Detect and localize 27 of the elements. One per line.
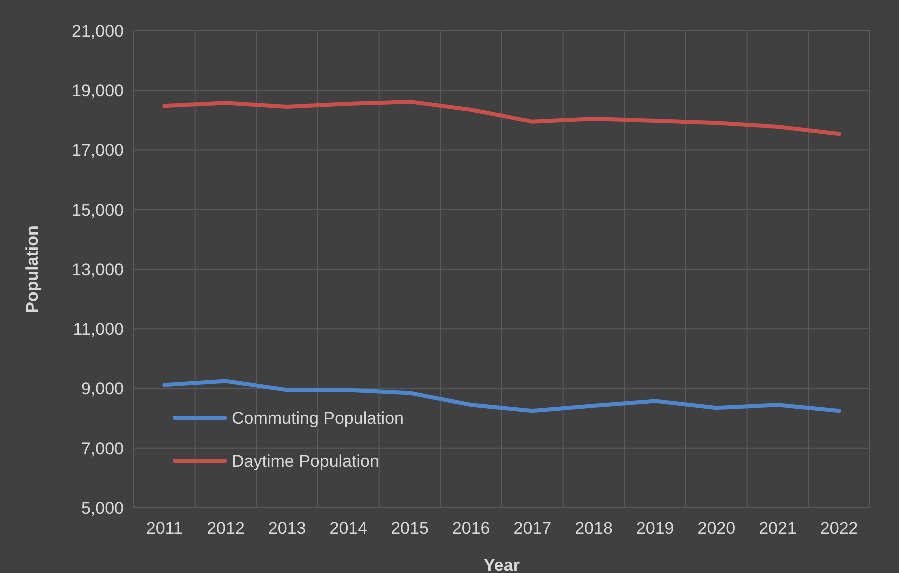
line-series [162,379,842,414]
y-tick-label: 9,000 [81,380,124,399]
y-tick-label: 19,000 [72,82,124,101]
x-tick-label: 2012 [207,519,245,538]
x-tick-label: 2015 [391,519,429,538]
y-tick-label: 21,000 [72,22,124,41]
x-tick-label: 2022 [820,519,858,538]
x-tick-label: 2014 [330,519,368,538]
line-series [162,100,842,136]
x-tick-label: 2016 [452,519,490,538]
x-tick-label: 2013 [268,519,306,538]
y-tick-label: 15,000 [72,200,124,220]
x-tick-label: 2011 [146,519,183,538]
x-tick-label: 2020 [698,519,736,538]
y-tick-label: 7,000 [81,439,124,458]
y-tick-label: 17,000 [72,141,124,160]
x-tick-label: 2021 [759,519,797,538]
y-tick-label: 5,000 [81,498,124,518]
y-tick-label: 11,000 [73,320,124,340]
y-tick-label: 13,000 [72,260,124,280]
x-axis-title: Year [484,556,520,573]
x-tick-label: 2018 [575,519,613,538]
legend-label: Daytime Population [232,452,380,471]
legend-label: Commuting Population [232,408,404,428]
y-axis-title: Population [23,226,42,314]
x-tick-label: 2019 [636,519,674,538]
x-tick-label: 2017 [514,519,552,538]
